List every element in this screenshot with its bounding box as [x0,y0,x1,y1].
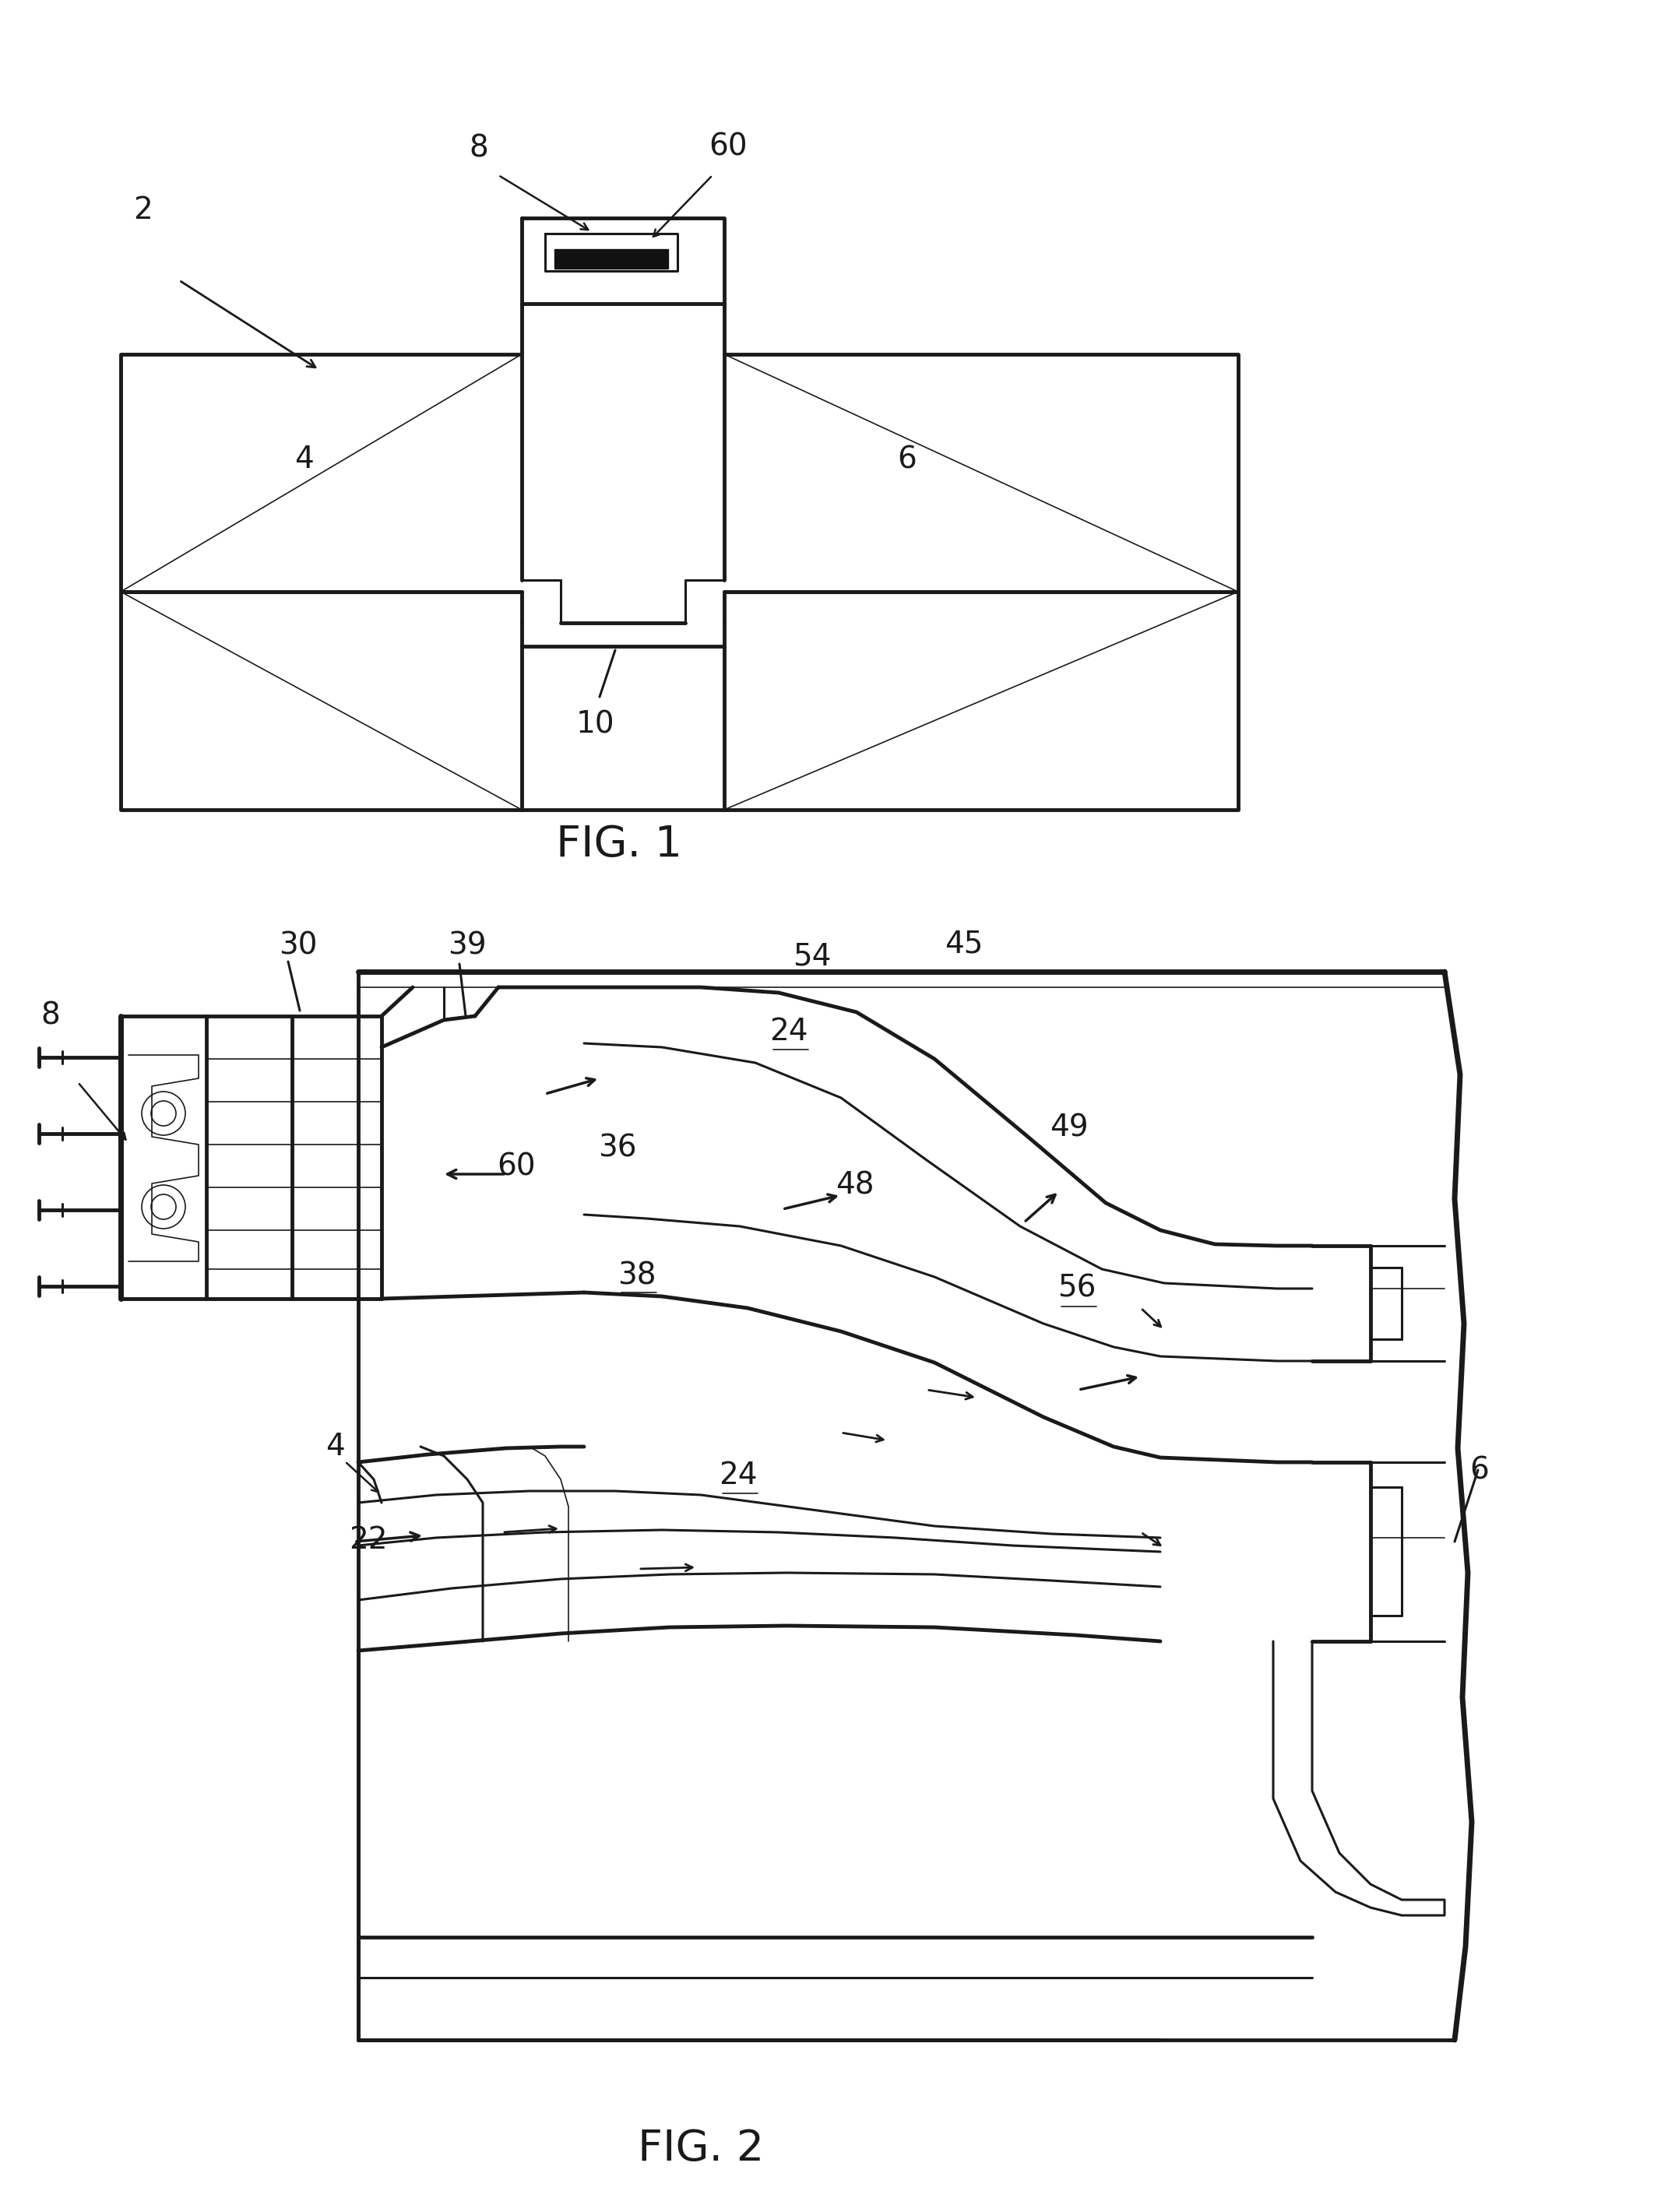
Text: 49: 49 [1049,1113,1089,1141]
Text: 39: 39 [449,931,487,960]
Text: 2: 2 [133,195,152,226]
Text: 38: 38 [617,1261,656,1290]
Text: 10: 10 [577,710,615,739]
Text: FIG. 1: FIG. 1 [555,823,682,865]
Text: 8: 8 [42,1002,60,1031]
Text: 56: 56 [1058,1274,1096,1303]
Text: 22: 22 [349,1526,387,1555]
Text: 60: 60 [497,1152,535,1181]
Text: 45: 45 [944,929,982,960]
Text: 24: 24 [719,1460,757,1491]
Text: 8: 8 [469,133,489,164]
Bar [554,250,669,268]
Text: 36: 36 [599,1133,637,1164]
Text: 48: 48 [836,1170,874,1201]
Text: 54: 54 [792,942,831,971]
Text: 24: 24 [769,1018,807,1046]
Text: 6: 6 [897,445,917,473]
Text: 6: 6 [1470,1455,1490,1484]
Text: 4: 4 [294,445,314,473]
Text: 4: 4 [325,1431,345,1462]
Text: 30: 30 [279,931,317,960]
Text: 60: 60 [709,131,747,161]
Text: FIG. 2: FIG. 2 [637,2128,764,2170]
